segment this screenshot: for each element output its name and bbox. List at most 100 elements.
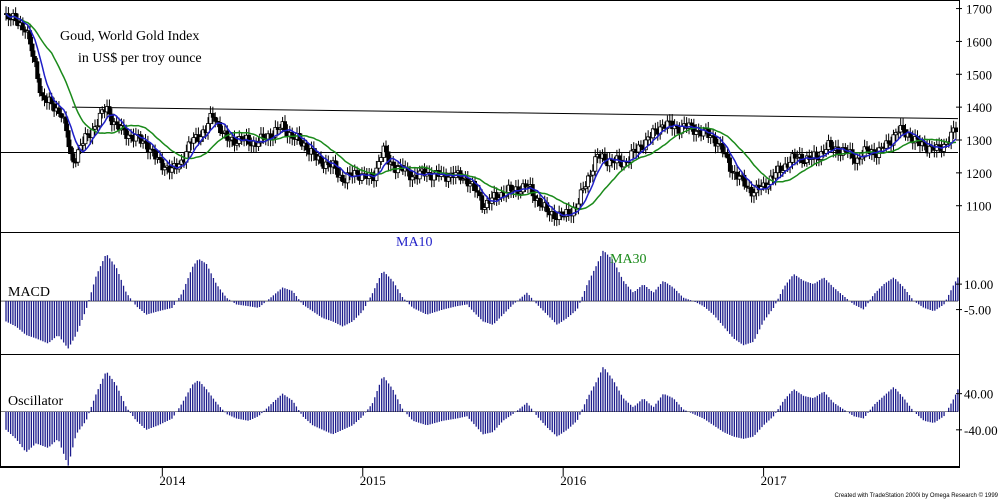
candle-body <box>865 146 870 150</box>
candle-body <box>913 136 918 144</box>
candle-body <box>602 153 607 161</box>
candle-body <box>107 106 112 115</box>
candle-body <box>494 192 499 200</box>
candle-body <box>83 133 88 145</box>
candle-body <box>376 161 381 169</box>
candle-body <box>795 156 800 159</box>
ma10-label: MA10 <box>396 235 433 250</box>
candle-body <box>576 203 581 209</box>
candle-body <box>391 161 396 166</box>
price-ytick-label: 1500 <box>966 67 992 82</box>
candle-body <box>518 191 523 195</box>
candle-body <box>66 130 71 148</box>
credit-text: Created with TradeStation 2000i by Omega… <box>834 492 998 499</box>
candle-body <box>234 143 239 146</box>
candle-body <box>335 167 340 178</box>
candle-body <box>153 149 158 160</box>
candle-body <box>884 140 889 149</box>
candle-body <box>32 56 37 63</box>
candle-body <box>937 144 942 147</box>
candle-body <box>340 174 345 182</box>
xtick-label: 2017 <box>761 473 788 488</box>
candle-body <box>744 185 749 188</box>
xtick-label: 2014 <box>159 473 186 488</box>
oscillator-panel-frame <box>0 354 960 467</box>
candle-body <box>95 125 100 128</box>
candle-body <box>578 189 583 205</box>
candle-body <box>68 146 73 155</box>
candle-body <box>636 144 641 153</box>
candle-body <box>886 140 891 144</box>
candle-body <box>472 181 477 192</box>
candle-body <box>37 78 42 94</box>
ma10-line <box>5 13 957 217</box>
candle-body <box>521 183 526 193</box>
chart-title-line1: Goud, World Gold Index <box>60 29 199 44</box>
macd-ytick-label: 10.00 <box>964 277 993 292</box>
candle-body <box>725 153 730 159</box>
candle-body <box>586 175 591 188</box>
candle-body <box>20 22 25 31</box>
candle-body <box>345 172 350 184</box>
ma30-line <box>5 13 957 211</box>
candle-body <box>157 157 162 160</box>
candle-body <box>480 195 485 210</box>
candle-body <box>687 122 692 129</box>
xtick-label: 2016 <box>560 473 587 488</box>
candle-body <box>460 178 465 181</box>
candle-body <box>273 127 278 138</box>
candle-body <box>42 95 47 101</box>
candle-body <box>588 174 593 177</box>
candle-body <box>35 61 40 79</box>
candle-body <box>64 116 69 132</box>
candle-body <box>723 152 728 155</box>
xtick-label: 2015 <box>360 473 386 488</box>
candle-body <box>97 112 102 127</box>
price-ytick-label: 1600 <box>966 34 992 49</box>
candle-body <box>896 131 901 134</box>
candle-body <box>186 141 191 153</box>
candle-body <box>145 142 150 153</box>
candle-body <box>59 113 64 118</box>
candle-body <box>583 186 588 190</box>
candle-body <box>114 121 119 125</box>
candle-body <box>355 170 360 175</box>
candle-body <box>143 140 148 144</box>
macd-ytick-label: -5.00 <box>964 303 991 318</box>
candle-body <box>126 134 131 139</box>
candle-body <box>386 151 391 165</box>
candle-body <box>30 43 35 57</box>
candle-body <box>751 192 756 197</box>
candle-body <box>477 191 482 197</box>
candle-body <box>778 165 783 173</box>
price-layer <box>0 6 959 227</box>
candle-body <box>727 157 732 172</box>
candle-body <box>208 113 213 124</box>
candle-body <box>80 143 85 146</box>
candle-body <box>485 199 490 208</box>
candle-body <box>227 139 232 142</box>
price-ytick-label: 1100 <box>966 199 992 214</box>
candle-body <box>901 124 906 131</box>
candle-body <box>92 126 97 130</box>
candle-body <box>290 132 295 139</box>
candle-body <box>468 183 473 187</box>
candle-body <box>282 121 287 132</box>
candle-body <box>138 134 143 144</box>
candle-body <box>482 207 487 210</box>
candle-body <box>689 122 694 126</box>
candle-body <box>891 134 896 146</box>
candle-body <box>410 176 415 181</box>
candle-body <box>828 140 833 148</box>
candle-body <box>893 131 898 136</box>
candle-body <box>191 137 196 144</box>
price-ytick-label: 1400 <box>966 100 992 115</box>
oscillator-ytick-label: -40.00 <box>964 423 998 438</box>
candle-body <box>109 113 114 126</box>
candle-body <box>802 162 807 165</box>
resistance-line <box>72 106 959 120</box>
candle-body <box>855 157 860 164</box>
candle-body <box>169 167 174 173</box>
candle-body <box>593 156 598 172</box>
